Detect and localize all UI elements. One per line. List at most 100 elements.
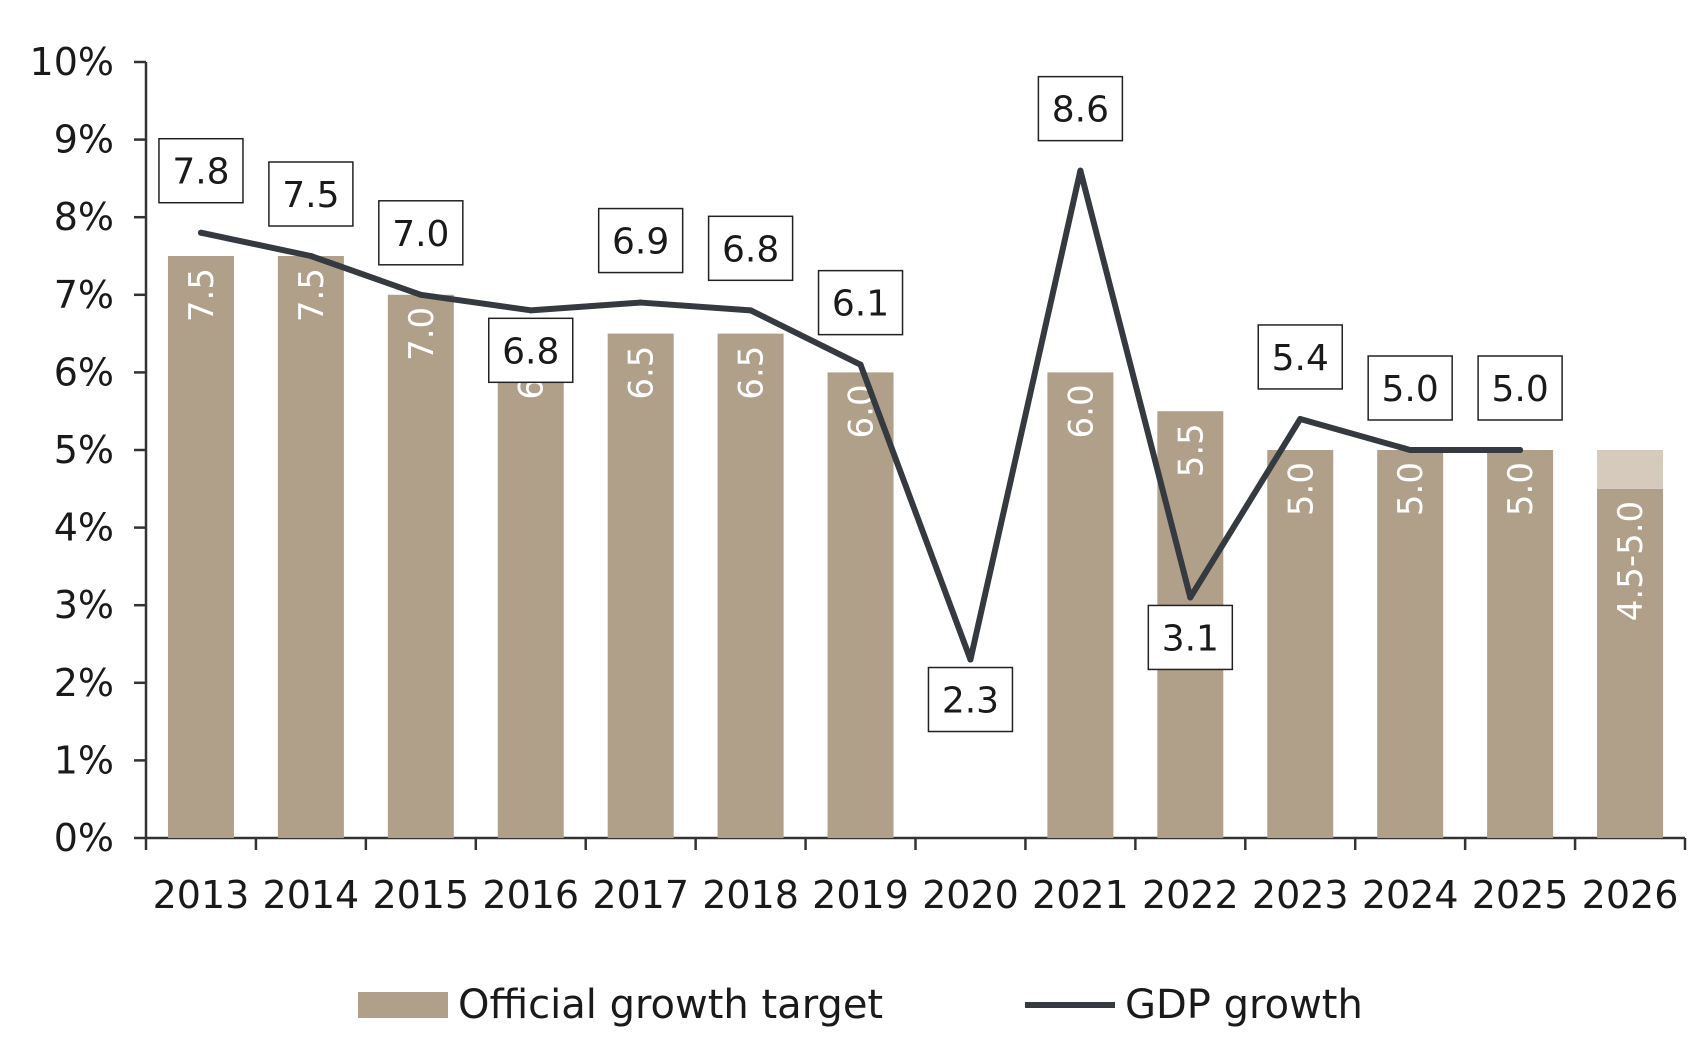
- target-bar: [717, 333, 784, 838]
- target-bar-label: 5.0: [1391, 462, 1431, 516]
- gdp-growth-labels: 7.8 7.5 7.0 6.8 6.9 6.8 6.1 2.3 8.6 3.1 5.4 5.0 5.0: [158, 75, 1563, 733]
- x-tick-label: 2024: [1362, 873, 1459, 917]
- y-tick-label: 2%: [54, 661, 114, 705]
- gdp-growth-point: [637, 299, 644, 306]
- gdp-growth-label-box: [268, 161, 354, 227]
- gdp-growth-label: 6.8: [707, 215, 794, 282]
- gdp-growth-label-box: [1477, 355, 1563, 421]
- x-tick-label: 2020: [922, 873, 1019, 917]
- gdp-growth-point: [1517, 447, 1524, 453]
- target-bar: [167, 256, 234, 838]
- gdp-growth-label-box: [488, 317, 574, 384]
- target-bars: [167, 256, 1664, 838]
- x-tick-label: 2015: [372, 873, 469, 917]
- gdp-growth-point: [417, 291, 424, 298]
- gdp-growth-label-text: 6.1: [832, 284, 889, 325]
- x-tick-label: 2025: [1472, 873, 1569, 917]
- gdp-growth-label-text: 7.8: [172, 152, 229, 193]
- x-axis: 2013 2014 2015 2016 2017 2018 2019 2020 2021 2022…: [144, 836, 1687, 917]
- gdp-growth-point: [1077, 167, 1084, 174]
- gdp-growth-label: 6.8: [488, 317, 574, 384]
- gdp-growth-label-text: 5.0: [1382, 369, 1439, 410]
- gdp-growth-label-box: [707, 215, 794, 282]
- legend-label-gdp: GDP growth: [1125, 982, 1363, 1028]
- x-tick-label: 2019: [812, 873, 909, 917]
- legend-swatch-target: [358, 992, 448, 1018]
- gdp-growth-point: [1297, 415, 1304, 422]
- gdp-growth-label-text: 6.9: [612, 222, 669, 263]
- target-bar: [277, 256, 344, 838]
- gdp-growth-point: [857, 361, 864, 368]
- y-tick-label: 9%: [54, 118, 114, 162]
- target-bar-label: 4.5-5.0: [1611, 501, 1651, 621]
- gdp-growth-label: 7.8: [158, 137, 244, 204]
- gdp-growth-label: 6.9: [597, 207, 684, 274]
- y-tick-label: 5%: [54, 428, 114, 472]
- target-bar-label: 5.0: [1281, 462, 1321, 516]
- gdp-growth-label-text: 5.0: [1491, 369, 1548, 410]
- gdp-growth-label: 5.0: [1367, 355, 1453, 421]
- x-tick-label: 2014: [263, 873, 360, 917]
- target-bar-label: 5.0: [1501, 462, 1541, 516]
- gdp-growth-label-box: [1257, 324, 1343, 390]
- gdp-growth-label-box: [378, 200, 464, 266]
- y-tick-label: 4%: [54, 506, 114, 550]
- gdp-growth-label-text: 7.0: [392, 214, 449, 255]
- target-bar-label: 6.0: [1061, 384, 1101, 438]
- target-bar: [1377, 450, 1444, 838]
- gdp-growth-point: [197, 229, 204, 236]
- target-bar-label: 7.0: [402, 307, 442, 361]
- gdp-growth-label-text: 8.6: [1052, 90, 1109, 131]
- gdp-growth-label: 5.0: [1477, 355, 1563, 421]
- gdp-growth-label: 7.5: [268, 161, 354, 227]
- gdp-growth-point: [1407, 447, 1414, 453]
- gdp-growth-label-text: 6.8: [502, 331, 559, 372]
- gdp-growth-label-box: [817, 269, 904, 336]
- x-tick-label: 2018: [702, 873, 799, 917]
- x-tick-label: 2021: [1032, 873, 1129, 917]
- y-tick-label: 6%: [54, 350, 114, 394]
- gdp-growth-label: 6.1: [817, 269, 904, 336]
- gdp-growth-line: [197, 167, 1524, 663]
- target-bar: [1487, 450, 1554, 838]
- target-bar: [607, 333, 674, 838]
- gdp-growth-point: [527, 307, 534, 314]
- x-tick-label: 2017: [592, 873, 689, 917]
- y-tick-label: 10%: [30, 40, 114, 84]
- gdp-growth-label-box: [1037, 75, 1124, 142]
- gdp-growth-point: [967, 656, 974, 663]
- gdp-growth-point: [747, 307, 754, 314]
- target-bar-label: 7.5: [292, 268, 332, 322]
- gdp-growth-label-text: 7.5: [282, 175, 339, 216]
- gdp-growth-label-box: [158, 137, 244, 204]
- x-tick-label: 2026: [1582, 873, 1679, 917]
- gdp-growth-label: 8.6: [1037, 75, 1124, 142]
- gdp-growth-label: 5.4: [1257, 324, 1343, 390]
- y-axis: 0% 1% 2% 3% 4% 5% 6% 7% 8% 9% 10%: [30, 40, 148, 860]
- gdp-growth-label: 2.3: [927, 666, 1014, 733]
- x-tick-label: 2016: [482, 873, 579, 917]
- gdp-growth-label-text: 3.1: [1162, 618, 1219, 659]
- legend-label-target: Official growth target: [458, 982, 883, 1028]
- target-bar: [1597, 488, 1664, 838]
- target-range-bar: [1597, 450, 1664, 489]
- legend: Official growth target GDP growth: [358, 982, 1363, 1028]
- target-bar: [387, 294, 454, 838]
- gdp-growth-label: 7.0: [378, 200, 464, 266]
- target-bar-label: 6.5: [622, 346, 662, 400]
- target-bar-label: 5.5: [1171, 423, 1211, 477]
- target-bar: [827, 372, 894, 838]
- y-tick-label: 1%: [54, 738, 114, 782]
- target-bar-label: 6.5: [732, 346, 772, 400]
- y-tick-label: 3%: [54, 583, 114, 627]
- gdp-growth-point: [1187, 594, 1194, 601]
- target-bar-label: 7.5: [182, 268, 222, 322]
- target-bar: [1267, 450, 1334, 838]
- y-tick-label: 7%: [54, 273, 114, 317]
- gdp-growth-label: 3.1: [1147, 604, 1234, 671]
- x-tick-label: 2023: [1252, 873, 1349, 917]
- target-bar-labels: 7.57.57.06.56.56.56.06.05.55.05.05.04.5-…: [182, 268, 1651, 621]
- x-tick-label: 2013: [153, 873, 250, 917]
- gdp-growth-point: [307, 253, 314, 259]
